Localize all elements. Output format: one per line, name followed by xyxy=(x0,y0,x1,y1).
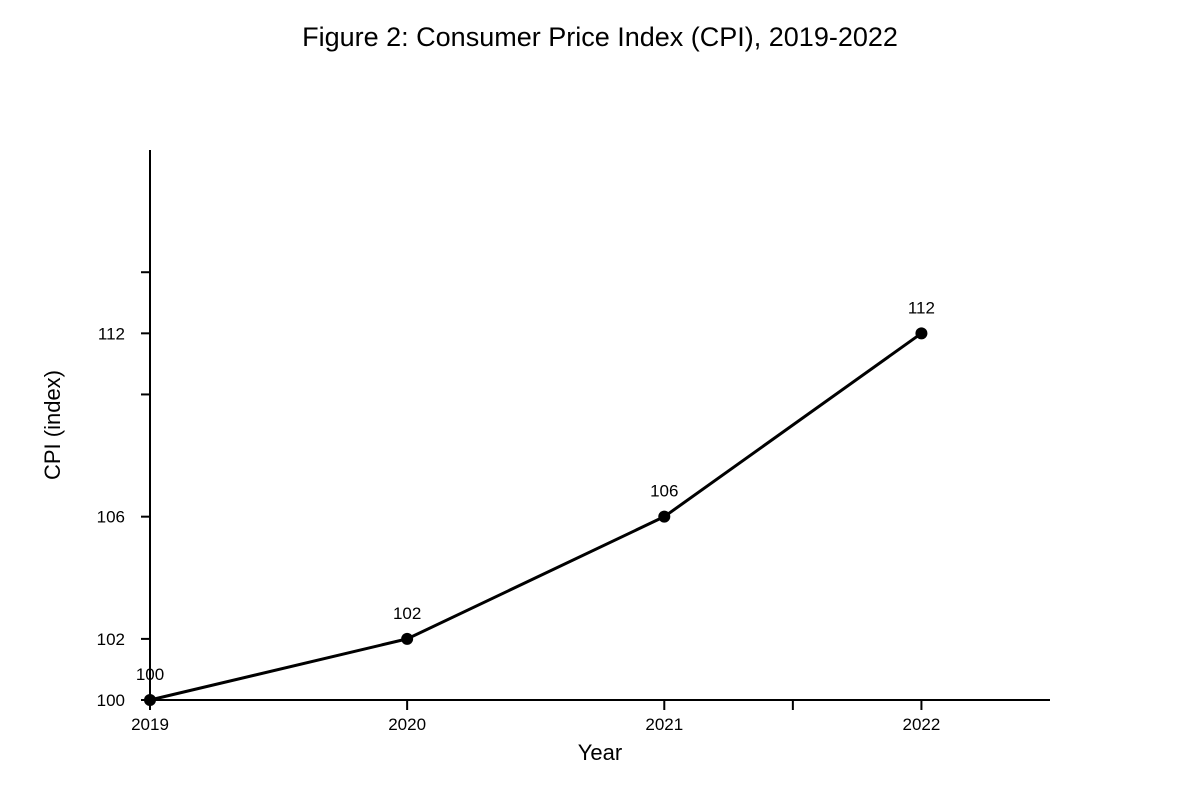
x-tick-label: 2022 xyxy=(903,715,941,734)
data-point xyxy=(915,327,928,340)
data-label: 102 xyxy=(393,604,421,623)
data-label: 106 xyxy=(650,482,678,501)
x-tick-label: 2019 xyxy=(131,715,169,734)
x-tick-label: 2021 xyxy=(645,715,683,734)
labels: 100 102 106 112 xyxy=(136,298,935,684)
series-line xyxy=(149,332,923,702)
series xyxy=(144,327,928,706)
chart-title: Figure 2: Consumer Price Index (CPI), 20… xyxy=(302,22,898,52)
y-axis-title: CPI (index) xyxy=(40,370,65,480)
data-point xyxy=(144,694,156,706)
y-tick-label: 100 xyxy=(97,691,125,710)
data-point xyxy=(401,632,414,645)
y-tick-label: 106 xyxy=(97,508,125,527)
x-axis-title: Year xyxy=(578,740,622,765)
x-tick-label: 2020 xyxy=(388,715,426,734)
y-tick-label: 102 xyxy=(97,630,125,649)
y-tick-label: 112 xyxy=(98,324,125,343)
data-label: 112 xyxy=(908,298,935,317)
data-label: 100 xyxy=(136,665,164,684)
axes xyxy=(149,150,1050,701)
ticks: 100 102 106 112 2019 2020 2021 2022 xyxy=(97,271,941,734)
data-point xyxy=(658,510,671,523)
